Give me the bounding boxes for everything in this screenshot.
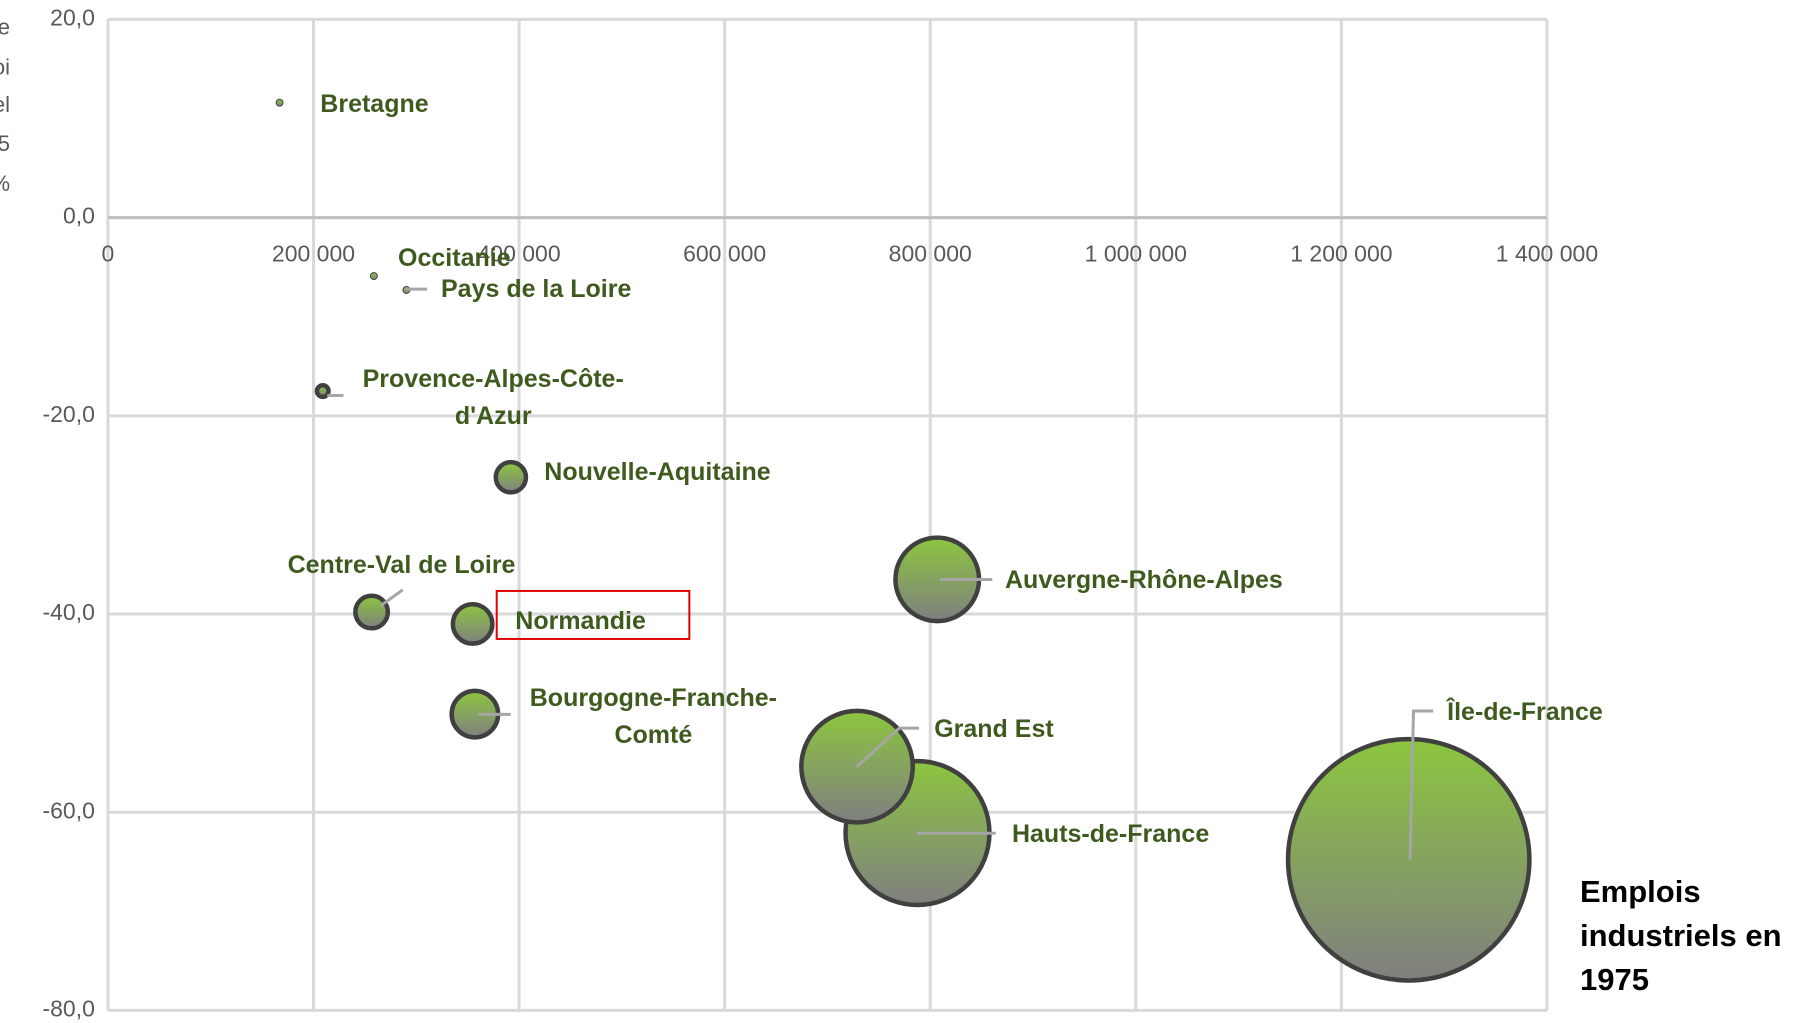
y-axis-label: oi xyxy=(0,54,10,79)
highlight-box xyxy=(495,589,691,640)
data-label: Île-de-France xyxy=(1447,698,1603,727)
data-label: Hauts-de-France xyxy=(1011,820,1210,849)
data-label: Centre-Val de Loire xyxy=(287,550,516,579)
data-label: Normandie xyxy=(515,606,646,635)
y-tick-label: 0,0 xyxy=(63,203,95,229)
x-tick-label: 1 000 000 xyxy=(1085,241,1187,267)
y-tick-label: -60,0 xyxy=(42,797,94,823)
bubble xyxy=(450,601,495,646)
y-tick-label: 20,0 xyxy=(50,5,95,31)
y-axis-label: % xyxy=(0,171,10,196)
data-label: Pays de la Loire xyxy=(440,275,632,304)
leader-line xyxy=(855,726,920,769)
x-tick-label: 600 000 xyxy=(683,241,766,267)
bubble xyxy=(493,459,529,495)
bubble xyxy=(314,383,331,400)
size-legend: Emplois industriels en 1975 xyxy=(1580,874,1782,997)
x-tick-label: 800 000 xyxy=(889,241,972,267)
bubble xyxy=(369,272,378,281)
data-label: Nouvelle-Aquitaine xyxy=(544,458,771,487)
data-label: Provence-Alpes-Côte-d'Azur xyxy=(362,364,624,430)
y-tick-label: -20,0 xyxy=(42,401,94,427)
bubble xyxy=(1285,736,1532,983)
bubble xyxy=(353,593,391,631)
data-label: Occitanie xyxy=(398,244,511,273)
x-tick-label: 0 xyxy=(102,241,115,267)
data-label: Bourgogne-Franche-Comté xyxy=(529,683,777,749)
y-axis-label: el xyxy=(0,92,10,117)
y-axis-label: e xyxy=(0,14,10,39)
data-label: Auvergne-Rhône-Alpes xyxy=(1005,565,1283,594)
data-label: Grand Est xyxy=(934,715,1054,744)
y-tick-label: -40,0 xyxy=(42,599,94,625)
y-axis-label: 5 xyxy=(0,131,10,156)
leader-line xyxy=(1408,709,1434,860)
x-tick-label: 200 000 xyxy=(272,241,355,267)
y-tick-label: -80,0 xyxy=(42,996,94,1022)
leader-line xyxy=(379,588,404,608)
x-tick-label: 400 000 xyxy=(478,241,561,267)
bubble xyxy=(275,98,284,107)
x-tick-label: 1 200 000 xyxy=(1290,241,1392,267)
x-tick-label: 1 400 000 xyxy=(1496,241,1598,267)
data-label: Bretagne xyxy=(320,90,429,118)
